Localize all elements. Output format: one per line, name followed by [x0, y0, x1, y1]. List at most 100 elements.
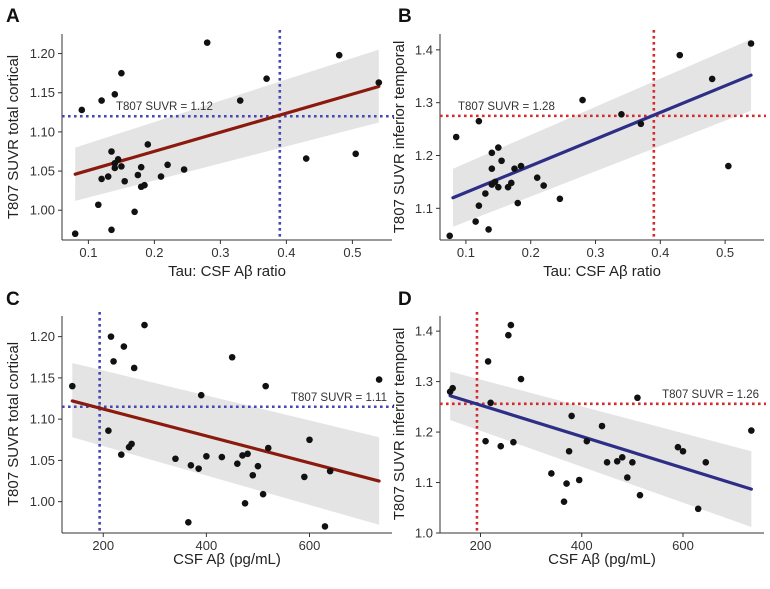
data-point — [203, 39, 211, 46]
data-point — [495, 144, 502, 151]
y-tick-label: 1.1 — [415, 201, 433, 216]
data-point — [624, 474, 631, 481]
x-tick-label: 200 — [92, 538, 114, 553]
data-point — [121, 177, 128, 185]
data-point — [95, 201, 102, 209]
data-point — [108, 226, 115, 234]
y-tick-label: 1.4 — [415, 42, 433, 57]
data-point — [517, 162, 525, 170]
data-point — [234, 460, 241, 467]
data-point — [164, 161, 171, 169]
data-point — [236, 97, 244, 104]
regression-line — [73, 84, 381, 176]
data-point — [352, 150, 360, 158]
data-point — [679, 447, 687, 455]
data-point — [180, 166, 188, 173]
data-point — [563, 480, 570, 487]
data-point — [185, 518, 192, 526]
y-axis-title: T807 SUVR total cortical — [5, 55, 22, 219]
confidence-band — [450, 371, 752, 527]
panel-d: 200 400 600 1.0 1.1 1.2 1.3 1.4 T807 SUVR = 1.26… — [391, 289, 766, 568]
data-point — [482, 437, 489, 445]
threshold-label: T807 SUVR = 1.28 — [458, 101, 555, 113]
data-point — [335, 51, 343, 59]
data-point — [172, 455, 179, 463]
data-point — [105, 427, 112, 434]
data-point — [108, 148, 115, 155]
threshold-label: T807 SUVR = 1.11 — [291, 392, 387, 404]
data-point — [449, 384, 456, 392]
data-point — [104, 173, 112, 180]
data-point — [491, 178, 499, 186]
x-tick-label: 0.1 — [79, 245, 97, 260]
data-point — [107, 333, 115, 340]
data-point — [118, 163, 125, 170]
data-point — [228, 353, 236, 361]
data-point — [321, 523, 329, 530]
x-tick-label: 600 — [299, 538, 321, 553]
y-tick-label: 1.0 — [415, 526, 433, 541]
x-tick-label: 0.4 — [651, 245, 669, 260]
data-point — [603, 459, 611, 466]
x-tick-label: 600 — [672, 538, 694, 553]
y-tick-label: 1.3 — [415, 95, 433, 110]
data-point — [560, 498, 568, 506]
x-tick-label: 0.3 — [586, 245, 604, 260]
data-point — [598, 422, 606, 430]
data-point — [120, 343, 128, 350]
panel-letter: B — [398, 6, 412, 27]
y-axis-title: T807 SUVR inferior temporal — [391, 328, 408, 521]
panel-letter: C — [6, 289, 20, 310]
x-tick-label: 0.1 — [457, 245, 475, 260]
data-point — [375, 79, 383, 86]
data-point — [195, 465, 202, 472]
data-point — [568, 412, 575, 420]
data-point — [111, 91, 119, 98]
x-axis-title: Tau: CSF Aβ ratio — [543, 263, 661, 280]
confidence-band — [72, 363, 380, 525]
data-point — [511, 165, 518, 172]
confidence-band — [75, 49, 379, 201]
x-tick-label: 0.2 — [145, 245, 163, 260]
data-point — [98, 175, 105, 183]
data-point — [629, 459, 636, 466]
data-point — [187, 462, 195, 469]
x-tick-label: 0.4 — [277, 245, 295, 260]
data-point — [637, 120, 645, 128]
regression-line — [448, 394, 753, 491]
data-point — [507, 321, 515, 329]
data-point — [497, 442, 505, 450]
data-point — [517, 375, 525, 383]
data-point — [702, 459, 710, 466]
data-point — [254, 462, 262, 470]
data-point — [725, 162, 732, 170]
data-point — [326, 467, 334, 475]
data-point — [495, 183, 502, 191]
data-point — [118, 69, 125, 77]
data-point — [533, 174, 541, 181]
data-point — [676, 51, 684, 59]
data-point — [488, 149, 496, 157]
data-point — [485, 226, 492, 233]
data-point — [548, 470, 555, 477]
data-point — [263, 75, 270, 82]
data-point — [130, 364, 138, 372]
y-tick-label: 1.20 — [30, 46, 55, 61]
confidence-band — [452, 39, 752, 227]
x-tick-label: 400 — [196, 538, 218, 553]
data-point — [505, 331, 512, 339]
data-point — [244, 450, 251, 458]
data-point — [141, 321, 148, 329]
data-point — [613, 458, 621, 465]
data-point — [128, 440, 135, 448]
data-point — [556, 195, 564, 203]
data-point — [510, 438, 517, 446]
data-point — [137, 163, 145, 171]
panel-letter: D — [398, 289, 412, 310]
y-tick-label: 1.15 — [30, 370, 55, 385]
x-tick-label: 0.5 — [343, 245, 361, 260]
threshold-label: T807 SUVR = 1.26 — [662, 389, 759, 401]
x-tick-label: 200 — [470, 538, 492, 553]
data-point — [636, 491, 644, 499]
